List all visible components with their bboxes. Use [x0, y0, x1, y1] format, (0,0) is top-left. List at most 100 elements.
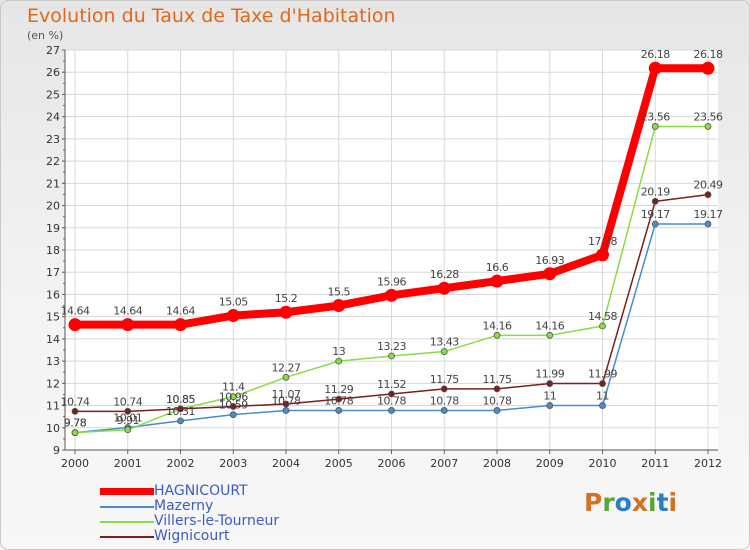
data-point	[335, 395, 343, 403]
y-tick-label: 10	[46, 422, 60, 435]
data-point	[493, 385, 501, 393]
data-label: 9.78	[64, 417, 87, 430]
x-tick-label: 2010	[589, 457, 617, 470]
data-point	[332, 299, 346, 313]
y-tick-label: 13	[46, 355, 60, 368]
data-label: 11.07	[272, 388, 301, 401]
proxiti-logo: Proxiti	[584, 488, 677, 517]
logo-letter: i	[668, 488, 678, 517]
data-point	[174, 318, 187, 332]
data-point	[440, 407, 448, 414]
data-point	[543, 267, 557, 281]
data-point	[388, 390, 395, 398]
data-point	[701, 61, 715, 75]
y-tick-label: 17	[46, 266, 60, 279]
data-point	[704, 220, 712, 228]
data-point	[599, 380, 606, 387]
y-tick-label: 15	[46, 311, 60, 324]
legend-label: HAGNICOURT	[154, 483, 248, 499]
data-point	[651, 220, 659, 228]
data-point	[493, 331, 501, 339]
data-label: 17.78	[588, 235, 617, 248]
x-tick-label: 2003	[219, 457, 247, 470]
data-point	[226, 309, 240, 323]
legend: HAGNICOURT Mazerny Villers-le-Tourneur Wign…	[100, 484, 279, 544]
data-point	[177, 417, 184, 425]
logo-letter: r	[602, 488, 615, 517]
data-label: 10.78	[483, 394, 512, 407]
data-point	[335, 407, 343, 414]
legend-swatch	[100, 505, 154, 508]
axes-layer: 9 10 11 12 13 14 15 16 17 18 19 20 21 22 23 24 25 26 27 200…	[46, 44, 722, 470]
data-label: 10.59	[219, 399, 248, 412]
data-label: 10.31	[166, 405, 195, 418]
x-tick-label: 2008	[483, 457, 511, 470]
legend-label: Mazerny	[154, 498, 214, 514]
data-label: 20.19	[641, 185, 670, 198]
data-label: 23.56	[641, 110, 670, 123]
logo-letter: t	[656, 488, 669, 517]
data-label: 14.64	[61, 305, 90, 318]
data-point	[546, 402, 554, 409]
y-tick-label: 19	[46, 222, 60, 235]
data-label: 10.74	[113, 395, 142, 408]
data-label: 10.01	[113, 412, 142, 425]
y-tick-label: 12	[46, 377, 60, 390]
y-tick-label: 14	[46, 333, 60, 346]
data-label: 10.85	[166, 393, 195, 406]
data-point	[229, 403, 237, 410]
data-point	[177, 405, 184, 413]
data-point	[282, 400, 290, 408]
legend-item: Wignicourt	[100, 529, 279, 544]
data-point	[388, 407, 395, 414]
data-label: 9.91	[117, 414, 140, 427]
data-label: 13.23	[377, 340, 406, 353]
data-point	[440, 385, 448, 393]
data-point	[546, 380, 554, 387]
legend-label: Wignicourt	[154, 528, 230, 544]
y-tick-label: 11	[46, 400, 60, 413]
x-tick-label: 2009	[536, 457, 564, 470]
legend-swatch	[100, 535, 154, 538]
data-point	[440, 348, 448, 355]
x-tick-label: 2002	[167, 457, 195, 470]
data-label: 10.96	[219, 390, 248, 403]
data-point	[493, 407, 501, 414]
y-tick-label: 26	[46, 66, 60, 79]
y-tick-label: 21	[46, 177, 60, 190]
x-tick-label: 2004	[272, 457, 300, 470]
data-label: 13.43	[430, 336, 459, 349]
y-tick-label: 27	[46, 44, 60, 57]
data-label: 26.18	[641, 48, 670, 61]
data-label: 14.58	[588, 310, 617, 323]
data-label: 10.78	[430, 394, 459, 407]
data-point	[124, 407, 132, 415]
data-label: 11	[543, 390, 556, 403]
x-tick-label: 2001	[114, 457, 142, 470]
data-label: 11.52	[377, 378, 406, 391]
y-tick-label: 22	[46, 155, 60, 168]
data-label: 15.05	[219, 296, 248, 309]
data-point	[335, 357, 343, 365]
data-point	[651, 123, 659, 130]
data-label: 11	[596, 390, 609, 403]
logo-letter: i	[648, 488, 657, 517]
chart-title: Evolution du Taux de Taxe d'Habitation	[27, 5, 396, 27]
data-label: 11.4	[222, 381, 245, 394]
data-point	[704, 123, 712, 130]
data-label: 11.99	[588, 368, 617, 381]
data-point	[282, 407, 290, 414]
data-label: 10.78	[272, 394, 301, 407]
data-label: 12.27	[272, 361, 301, 374]
data-point	[385, 288, 398, 302]
data-label: 10.78	[377, 394, 406, 407]
logo-letter: x	[631, 488, 648, 517]
data-label: 15.5	[328, 286, 351, 299]
data-label: 13	[332, 345, 345, 358]
x-tick-label: 2000	[61, 457, 89, 470]
data-point	[229, 411, 237, 419]
data-label: 16.93	[535, 254, 564, 267]
legend-swatch	[100, 488, 154, 495]
